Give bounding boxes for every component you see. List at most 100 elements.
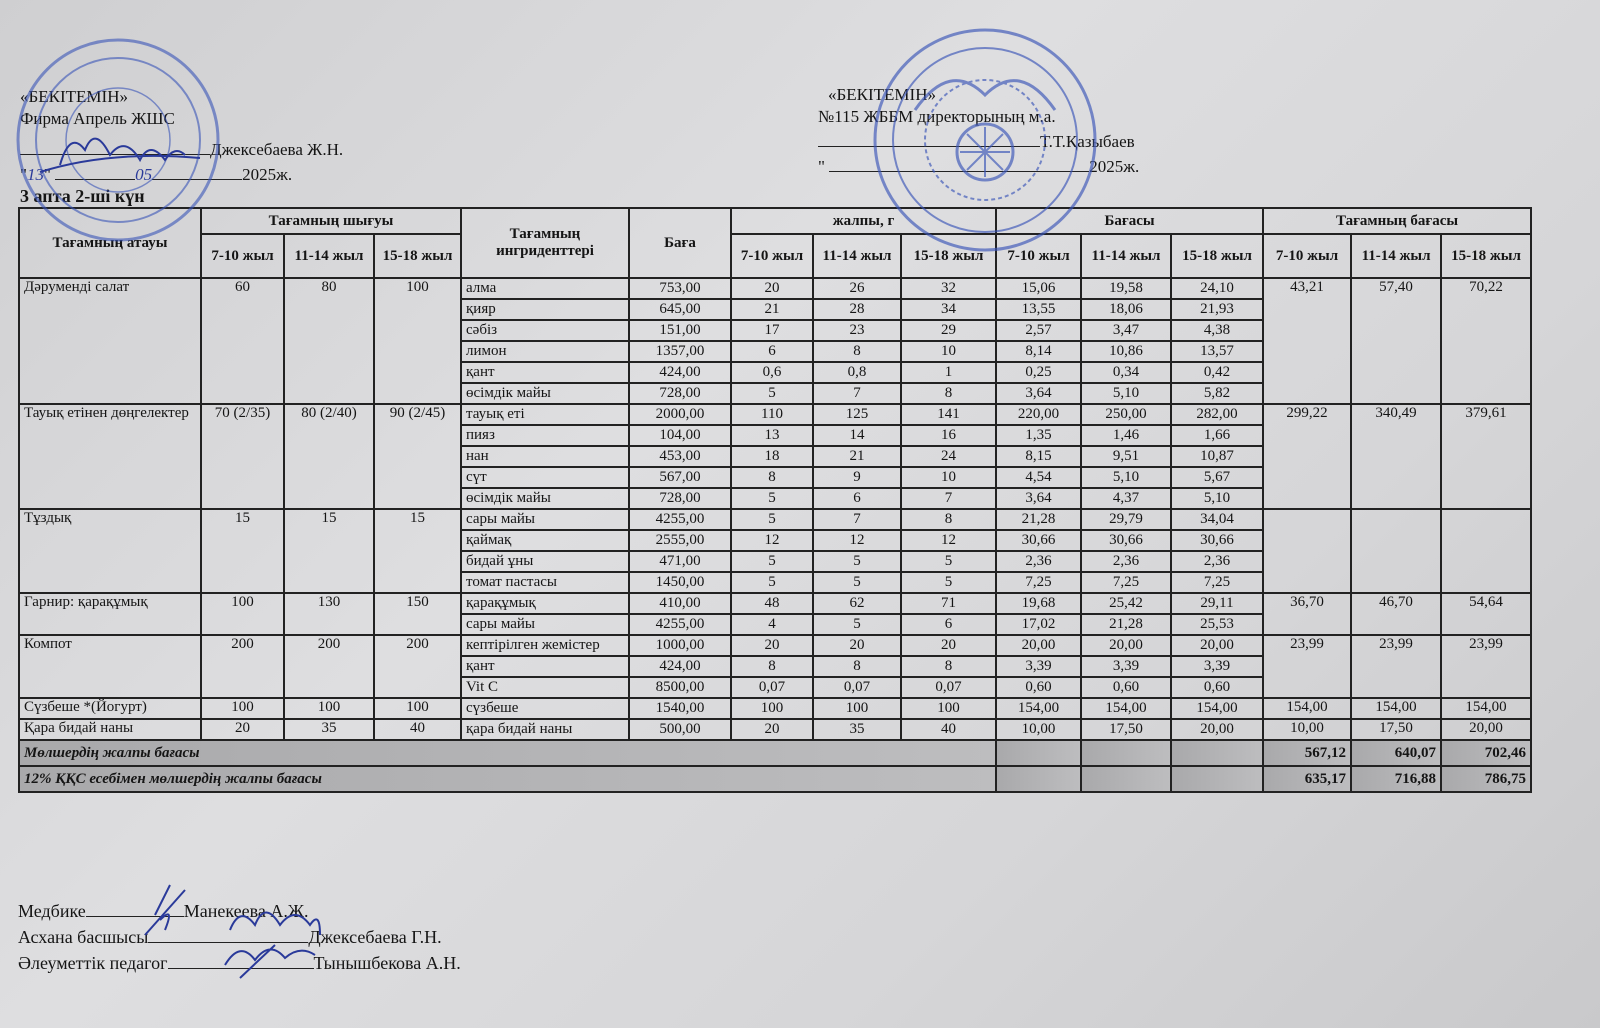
approval-left-name: Джексебаева Ж.Н. — [210, 140, 344, 159]
ingredient-cost: 2,36 — [995, 550, 1083, 573]
ingredient-name: сәбіз — [460, 319, 630, 342]
ingredient-grams: 5 — [730, 487, 814, 510]
approval-left-date: "13" 05 2025ж. — [20, 161, 343, 186]
approval-left: «БЕКІТЕМІН» Фирма Апрель ЖШС Джексебаева… — [20, 86, 343, 186]
dish-output: 15 — [373, 508, 462, 594]
table-row: лимон 1357,00 6 8 10 8,14 10,86 13,57 — [19, 340, 1531, 363]
ingredient-name: пияз — [460, 424, 630, 447]
ingredient-grams: 29 — [899, 319, 998, 342]
ingredient-name: қияр — [460, 298, 630, 321]
ingredient-price: 424,00 — [628, 655, 732, 678]
dish-output: 100 — [200, 592, 285, 636]
dish-cost — [1350, 508, 1443, 594]
ingredient-grams: 16 — [899, 424, 998, 447]
header-total-g: жалпы, г — [729, 207, 998, 235]
ingredient-cost: 8,14 — [995, 340, 1083, 363]
dish-cost: 10,00 — [1262, 718, 1353, 741]
ingredient-price: 1357,00 — [628, 340, 732, 363]
signature-name: Манекеева А.Ж. — [183, 901, 309, 921]
ingredient-grams: 7 — [812, 382, 902, 405]
dish-output: 100 — [373, 277, 462, 405]
header-ingredients: Тағамның ингриденттері — [460, 207, 630, 279]
ingredient-cost: 7,25 — [1170, 571, 1265, 594]
ingredient-grams: 5 — [730, 571, 814, 594]
ingredient-grams: 8 — [812, 340, 902, 363]
ingredient-cost: 0,60 — [995, 676, 1083, 699]
dish-output: 150 — [373, 592, 462, 636]
ingredient-grams: 5 — [812, 613, 902, 636]
ingredient-cost: 17,02 — [995, 613, 1083, 636]
ingredient-cost: 5,67 — [1170, 466, 1265, 489]
ingredient-grams: 23 — [812, 319, 902, 342]
ingredient-grams: 0,07 — [730, 676, 814, 699]
ingredient-price: 4255,00 — [628, 613, 732, 636]
dish-output: 200 — [200, 634, 285, 699]
ingredient-name: қарақұмық — [460, 592, 630, 615]
ingredient-grams: 10 — [899, 466, 998, 489]
table-row: пияз 104,00 13 14 16 1,35 1,46 1,66 — [19, 424, 1531, 447]
ingredient-cost: 20,00 — [1170, 718, 1265, 741]
ingredient-cost: 2,57 — [995, 319, 1083, 342]
header-cost: Бағасы — [995, 207, 1265, 235]
ingredient-price: 1000,00 — [628, 634, 732, 657]
ingredient-cost: 1,35 — [995, 424, 1083, 447]
ingredient-cost: 10,00 — [995, 718, 1083, 741]
ingredient-cost: 0,60 — [1080, 676, 1173, 699]
ingredient-grams: 6 — [899, 613, 998, 636]
ingredient-grams: 21 — [730, 298, 814, 321]
ingredient-price: 104,00 — [628, 424, 732, 447]
approval-right-year: 2025ж. — [1089, 157, 1140, 176]
table-row: қияр 645,00 21 28 34 13,55 18,06 21,93 — [19, 298, 1531, 321]
total-empty-cell — [1080, 765, 1173, 793]
ingredient-cost: 3,39 — [1080, 655, 1173, 678]
ingredient-name: бидай ұны — [460, 550, 630, 573]
total-empty-cell — [995, 765, 1083, 793]
page-subtitle: 3 апта 2-ші күн — [20, 186, 145, 206]
ingredient-price: 471,00 — [628, 550, 732, 573]
dish-cost: 340,49 — [1350, 403, 1443, 510]
ingredient-cost: 21,93 — [1170, 298, 1265, 321]
ingredient-cost: 10,87 — [1170, 445, 1265, 468]
ingredient-grams: 8 — [899, 655, 998, 678]
dish-output: 200 — [373, 634, 462, 699]
ingredient-cost: 21,28 — [1080, 613, 1173, 636]
ingredient-price: 1540,00 — [628, 697, 732, 720]
total-value: 640,07 — [1350, 739, 1443, 767]
ingredient-price: 1450,00 — [628, 571, 732, 594]
dish-cost: 379,61 — [1440, 403, 1533, 510]
ingredient-cost: 8,15 — [995, 445, 1083, 468]
dish-cost: 46,70 — [1350, 592, 1443, 636]
ingredient-price: 151,00 — [628, 319, 732, 342]
header-age-cost-1: 11-14 жыл — [1080, 233, 1173, 279]
ingredient-name: өсімдік майы — [460, 382, 630, 405]
ingredient-cost: 2,36 — [1170, 550, 1265, 573]
dish-cost: 23,99 — [1350, 634, 1443, 699]
signature-line — [85, 898, 184, 917]
dish-cost: 54,64 — [1440, 592, 1533, 636]
table-row: сәбіз 151,00 17 23 29 2,57 3,47 4,38 — [19, 319, 1531, 342]
ingredient-price: 424,00 — [628, 361, 732, 384]
ingredient-cost: 24,10 — [1170, 277, 1265, 300]
ingredient-name: қаймақ — [460, 529, 630, 552]
ingredient-grams: 18 — [730, 445, 814, 468]
dish-cost: 299,22 — [1262, 403, 1353, 510]
dish-output: 80 (2/40) — [283, 403, 375, 510]
ingredient-grams: 1 — [899, 361, 998, 384]
table-row: Қара бидай наны 20 35 40 қара бидай наны 500,… — [18, 718, 1533, 741]
dish-name: Дәруменді салат — [18, 277, 202, 405]
signature-line — [148, 924, 309, 943]
header-age-dish_cost-1: 11-14 жыл — [1350, 233, 1443, 279]
signature-role: Әлеуметтік педагог — [18, 953, 168, 973]
signature-row: Асхана басшысы Джексебаева Г.Н. — [18, 924, 461, 950]
signature-line — [167, 950, 314, 969]
ingredient-name: қара бидай наны — [460, 718, 630, 741]
ingredient-grams: 26 — [812, 277, 902, 300]
ingredient-grams: 141 — [899, 403, 998, 426]
table-body: Дәруменді салат 60 80 100 алма 753,00 20 26 32 15… — [17, 277, 1533, 793]
signature-row: Медбике Манекеева А.Ж. — [18, 898, 461, 924]
ingredient-cost: 3,64 — [995, 382, 1083, 405]
total-value: 567,12 — [1262, 739, 1353, 767]
ingredient-cost: 10,86 — [1080, 340, 1173, 363]
ingredient-cost: 3,39 — [1170, 655, 1265, 678]
ingredient-cost: 5,82 — [1170, 382, 1265, 405]
